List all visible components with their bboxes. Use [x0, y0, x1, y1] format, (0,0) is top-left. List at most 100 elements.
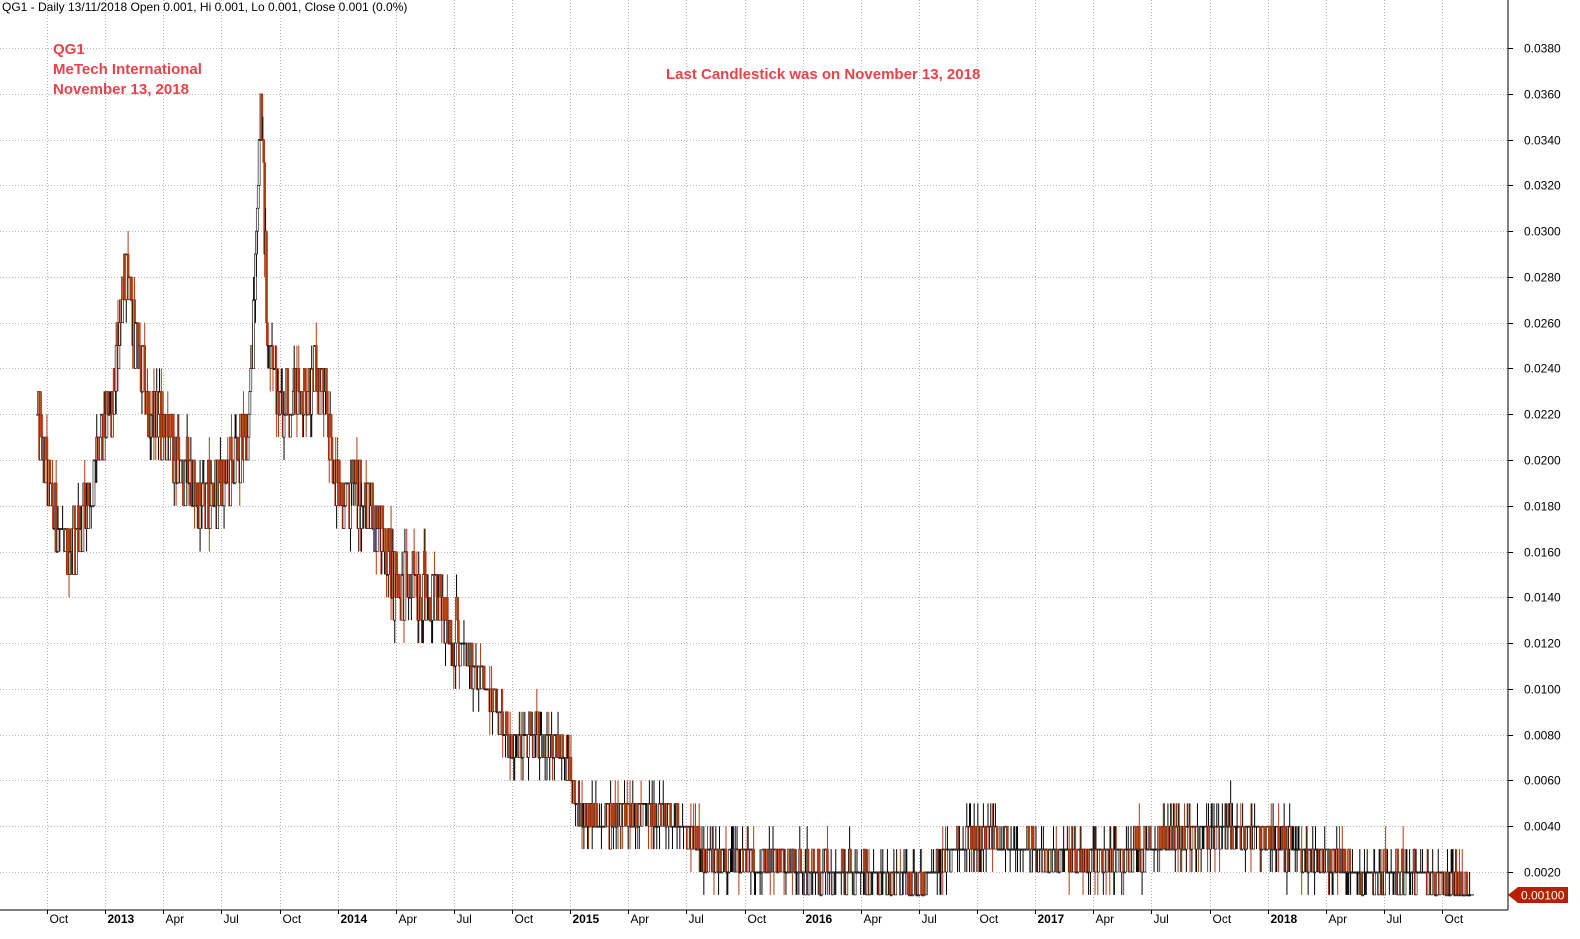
candle-body — [743, 848, 746, 873]
candle-body — [247, 413, 251, 438]
candle-body — [129, 276, 133, 301]
candle-body — [849, 848, 852, 873]
candle-body — [81, 505, 85, 552]
x-tick-label: Oct — [50, 912, 69, 926]
candle-body — [482, 665, 486, 690]
candle-body — [1190, 825, 1194, 850]
candle-body — [820, 871, 824, 896]
candle-body — [252, 299, 255, 369]
candle-body — [749, 848, 753, 873]
candle-body — [557, 734, 561, 758]
candle-body — [878, 871, 882, 896]
candle-body — [439, 574, 443, 598]
x-tick-label: 2013 — [108, 912, 135, 926]
x-tick-label: 2014 — [341, 912, 368, 926]
y-tick-label: 0.0120 — [1524, 637, 1561, 651]
candle-body — [561, 734, 564, 758]
x-tick-label: Jul — [1154, 912, 1169, 926]
candle-body — [506, 711, 509, 735]
candle-body — [157, 413, 160, 438]
candle-body — [595, 803, 599, 827]
candle-body — [236, 436, 240, 461]
candle-body — [1328, 848, 1332, 873]
candle-body — [371, 482, 374, 529]
last-price-badge: 0.00100 — [1508, 887, 1568, 903]
candle-body — [669, 803, 672, 827]
candle-body — [501, 711, 505, 735]
candle-body — [1006, 825, 1009, 850]
y-tick-label: 0.0380 — [1524, 42, 1561, 56]
candle-body — [890, 871, 894, 896]
candle-body — [863, 848, 867, 873]
y-tick-label: 0.0360 — [1524, 88, 1561, 102]
candle-body — [1426, 871, 1430, 896]
candle-body — [1252, 825, 1256, 850]
candle-body — [573, 780, 576, 804]
candle-body — [841, 848, 845, 873]
candle-body — [707, 848, 710, 873]
candle-body — [458, 642, 462, 667]
candlesticks — [36, 93, 1474, 897]
candle-body — [1377, 871, 1381, 896]
y-tick-label: 0.0180 — [1524, 500, 1561, 514]
candle-body — [56, 528, 60, 552]
candle-body — [329, 413, 333, 438]
candle-body — [529, 711, 532, 735]
candle-body — [289, 413, 292, 438]
candle-body — [1149, 825, 1152, 850]
candle-body — [446, 597, 449, 621]
x-tick-label: Jul — [689, 912, 704, 926]
x-tick-label: Jul — [224, 912, 239, 926]
candle-body — [271, 345, 275, 369]
candle-body — [262, 139, 266, 163]
candle-body — [720, 848, 724, 873]
time-axis: Oct 2013 Apr Jul Oct 2014 Apr Jul Oct 2015 Apr Jul O… — [47, 910, 1464, 926]
y-tick-label: 0.0320 — [1524, 179, 1561, 193]
x-tick-label: Jul — [457, 912, 472, 926]
candle-body — [1343, 848, 1347, 873]
candle-body — [1214, 825, 1218, 850]
candle-body — [1089, 848, 1092, 873]
x-tick-label: Oct — [748, 912, 767, 926]
candle-body — [297, 368, 301, 392]
candle-body — [845, 871, 849, 896]
candle-body — [1124, 848, 1127, 873]
candle-body — [257, 139, 261, 186]
y-tick-label: 0.0100 — [1524, 683, 1561, 697]
y-tick-label: 0.0040 — [1524, 820, 1561, 834]
x-tick-label: 2018 — [1271, 912, 1298, 926]
y-tick-label: 0.0300 — [1524, 225, 1561, 239]
candle-body — [1163, 825, 1167, 850]
candle-body — [1258, 825, 1262, 850]
y-tick-label: 0.0060 — [1524, 774, 1561, 788]
y-tick-label: 0.0160 — [1524, 546, 1561, 560]
x-tick-label: Apr — [1329, 912, 1348, 926]
candle-body — [1074, 848, 1077, 873]
candle-body — [375, 528, 379, 552]
candle-body — [442, 597, 445, 621]
candle-body — [1138, 825, 1141, 850]
ticker-annotation: QG1 — [53, 41, 85, 58]
candle-body — [428, 597, 432, 621]
candle-body — [1048, 848, 1052, 873]
y-tick-label: 0.0240 — [1524, 362, 1561, 376]
candle-body — [457, 619, 460, 644]
y-tick-label: 0.0140 — [1524, 591, 1561, 605]
candle-body — [569, 757, 573, 781]
candle-body — [1263, 825, 1267, 850]
candle-body — [812, 848, 815, 873]
candle-body — [831, 871, 835, 896]
candle-body — [1115, 848, 1119, 873]
candle-body — [973, 825, 977, 850]
candle-body — [286, 368, 290, 415]
candle-body — [75, 528, 78, 575]
candle-body — [211, 482, 215, 507]
candle-body — [826, 848, 829, 873]
candle-body — [1077, 848, 1080, 873]
candle-body — [412, 551, 416, 575]
candle-body — [752, 848, 755, 873]
candle-body — [1302, 848, 1305, 873]
candle-body — [894, 871, 898, 896]
